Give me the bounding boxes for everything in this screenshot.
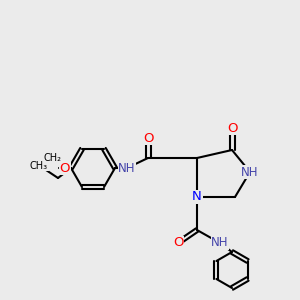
Text: CH₂: CH₂ — [44, 153, 62, 163]
Text: O: O — [60, 161, 70, 175]
Text: NH: NH — [211, 236, 229, 250]
Text: O: O — [227, 122, 237, 134]
Text: O: O — [173, 236, 183, 250]
Text: N: N — [192, 190, 202, 203]
Text: CH₃: CH₃ — [30, 161, 48, 171]
Text: NH: NH — [241, 166, 259, 178]
Text: O: O — [143, 131, 153, 145]
Text: NH: NH — [118, 161, 136, 175]
